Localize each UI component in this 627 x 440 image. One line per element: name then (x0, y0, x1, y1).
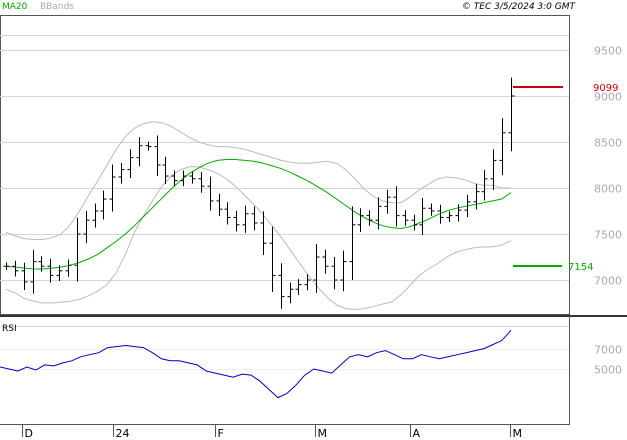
bbands-lower-line (5, 166, 512, 311)
x-tick-label: A (413, 427, 421, 440)
price-bar (92, 203, 99, 228)
price-panel-frame (0, 15, 570, 315)
price-bar (295, 279, 302, 295)
price-y-tick-label: 9500 (594, 45, 622, 58)
price-bar (446, 211, 453, 222)
price-bar (322, 249, 329, 274)
x-tick-label: M (318, 427, 328, 440)
rsi-y-tick-label: 5000 (594, 364, 622, 377)
price-bar (118, 162, 125, 184)
price-bars (3, 77, 515, 309)
price-bar (12, 260, 19, 277)
copyright-stamp: © TEC 3/5/2024 3:0 GMT (462, 2, 577, 12)
x-axis: D 24 F M A M (22, 425, 523, 440)
price-bar (349, 206, 356, 281)
price-bar (419, 197, 426, 236)
price-bar (455, 204, 462, 222)
price-bar (269, 226, 276, 292)
price-bar (171, 170, 178, 187)
price-bar (375, 197, 382, 230)
price-bar (304, 274, 311, 291)
price-bar (21, 262, 28, 290)
high-marker-label: 9099 (593, 83, 618, 94)
price-bar (83, 211, 90, 244)
price-y-tick-label: 7000 (594, 275, 622, 288)
price-bar (189, 171, 196, 184)
price-bar (481, 169, 488, 201)
price-bar (357, 208, 364, 233)
price-bar (499, 118, 506, 176)
price-y-tick-label: 7500 (594, 229, 622, 242)
price-bar (109, 164, 116, 212)
price-y-tick-label: 9000 (594, 91, 622, 104)
ma20-line (5, 159, 512, 270)
price-bar (38, 256, 45, 272)
price-bar (74, 217, 81, 282)
rsi-y-tick-label: 7000 (594, 344, 622, 357)
bollinger-bands (5, 121, 512, 311)
price-y-tick-label: 8500 (594, 137, 622, 150)
price-bar (393, 186, 400, 227)
price-bar (490, 149, 497, 190)
price-bar (216, 193, 223, 217)
price-bar (411, 214, 418, 231)
price-bar (100, 190, 107, 220)
bbands-upper-line (5, 121, 511, 240)
price-bar (464, 194, 471, 218)
x-tick-label: 24 (116, 427, 130, 440)
price-bar (3, 262, 10, 270)
price-bar (331, 257, 338, 290)
price-bar (154, 135, 161, 177)
price-bar (145, 141, 152, 151)
legend-ma20: MA20 (2, 2, 28, 12)
price-bar (287, 282, 294, 304)
price-bar (207, 176, 214, 211)
price-bar (366, 210, 373, 226)
price-bar (473, 183, 480, 210)
price-bar (437, 204, 444, 224)
price-bar (30, 249, 37, 294)
rsi-panel-label: RSI (2, 324, 17, 334)
chart-frames (0, 15, 627, 425)
price-bar (127, 149, 134, 179)
gridlines (0, 35, 569, 370)
price-bar (47, 258, 54, 283)
price-bar (65, 259, 72, 277)
price-bar (56, 265, 63, 281)
price-bar (233, 210, 240, 232)
rsi-line (0, 329, 512, 399)
x-tick-label: D (25, 427, 33, 440)
legend-bbands: BBands (40, 2, 74, 12)
price-bar (224, 202, 231, 225)
price-bar (198, 172, 205, 193)
price-bar (162, 156, 169, 185)
x-tick-label: F (218, 427, 224, 440)
price-bar (340, 250, 347, 292)
price-bar (136, 137, 143, 167)
price-bar (180, 170, 187, 187)
price-y-axis: 9500 9000 8500 8000 7500 7000 (594, 45, 622, 288)
low-marker-label: 7154 (568, 262, 593, 273)
price-bar (402, 210, 409, 226)
price-bar (242, 205, 249, 233)
price-bar (251, 206, 258, 231)
rsi-y-axis: 7000 5000 (594, 344, 622, 377)
price-bar (260, 211, 267, 255)
x-tick-label: M (513, 427, 523, 440)
price-bar (313, 244, 320, 293)
price-bar (278, 263, 285, 309)
price-bar (428, 203, 435, 216)
price-bar (384, 189, 391, 214)
price-y-tick-label: 8000 (594, 183, 622, 196)
